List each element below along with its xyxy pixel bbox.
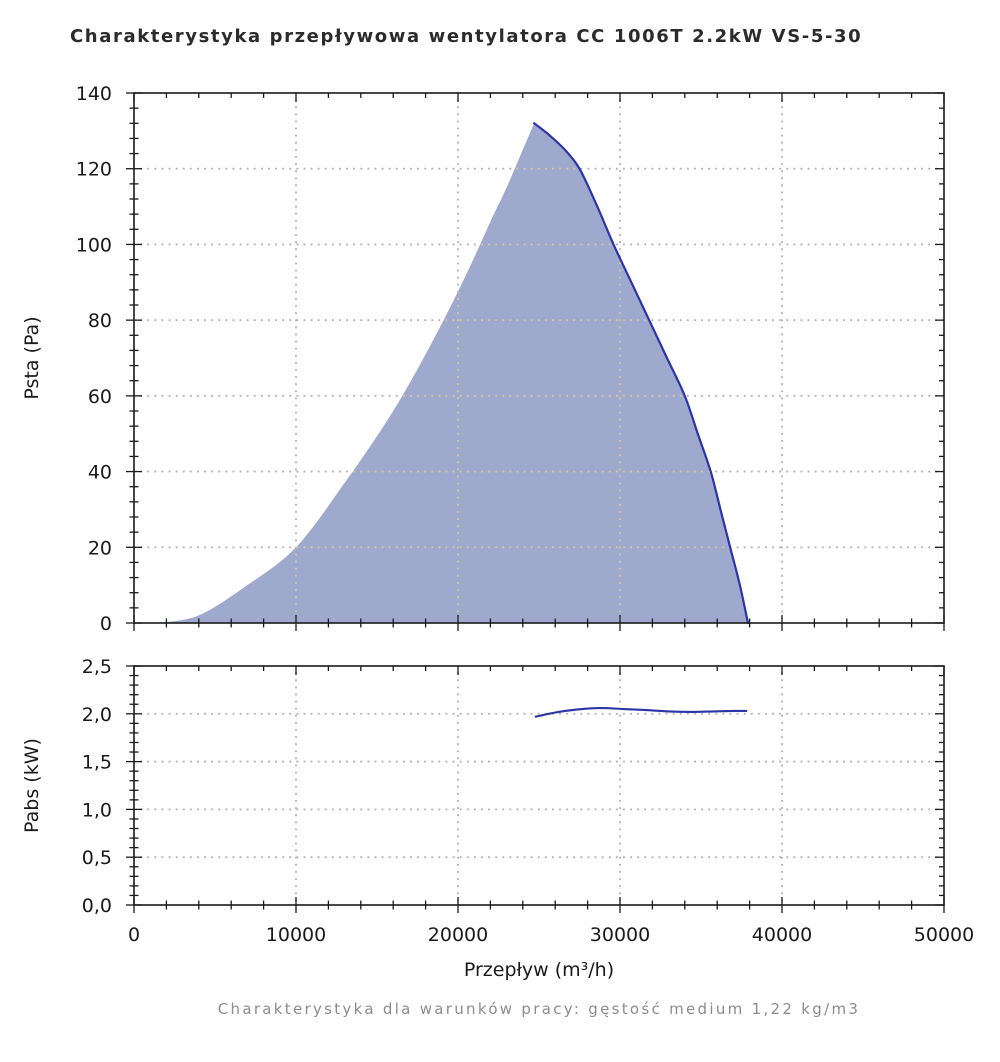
y-tick-label: 20 [88,537,112,559]
plot-frame [133,92,945,624]
x-tick-label: 20000 [428,924,488,946]
y-tick-label: 2,5 [82,656,112,678]
psta-chart: 0 20 40 60 80 100 120 140 Psta (Pa) [21,83,946,635]
tick-marks [126,92,945,631]
y-axis-title: Pabs (kW) [21,738,43,833]
chart-title: Charakterystyka przepływowa wentylatora … [70,26,863,47]
y-tick-label: 1,0 [82,799,112,821]
x-tick-label: 40000 [752,924,812,946]
x-tick-label: 0 [128,924,140,946]
y-tick-label: 2,0 [82,704,112,726]
y-tick-label: 100 [76,234,112,256]
y-tick-label: 80 [88,310,112,332]
pabs-curve [534,706,748,718]
x-axis-labels: 0 10000 20000 30000 40000 50000 Przepływ (m³/h… [128,924,974,981]
tick-marks [126,665,945,913]
y-axis-title: Psta (Pa) [21,316,43,399]
y-tick-label: 140 [76,83,112,105]
x-tick-label: 30000 [590,924,650,946]
y-tick-label: 0 [100,613,112,635]
psta-area [158,123,748,623]
y-tick-label: 120 [76,159,112,181]
pabs-chart: 0,0 0,5 1,0 1,5 2,0 2,5 Pabs (kW) [21,656,946,917]
y-tick-label: 60 [88,386,112,408]
grid-lines [132,664,946,907]
y-tick-label: 0,5 [82,847,112,869]
x-axis-title: Przepływ (m³/h) [464,959,614,981]
x-tick-label: 10000 [266,924,326,946]
chart-caption: Charakterystyka dla warunków pracy: gęst… [217,1000,861,1018]
y-tick-label: 0,0 [82,895,112,917]
x-tick-label: 50000 [914,924,974,946]
psta-curve [533,122,750,625]
plot-frame [133,665,945,906]
y-tick-label: 40 [88,462,112,484]
y-tick-label: 1,5 [82,752,112,774]
